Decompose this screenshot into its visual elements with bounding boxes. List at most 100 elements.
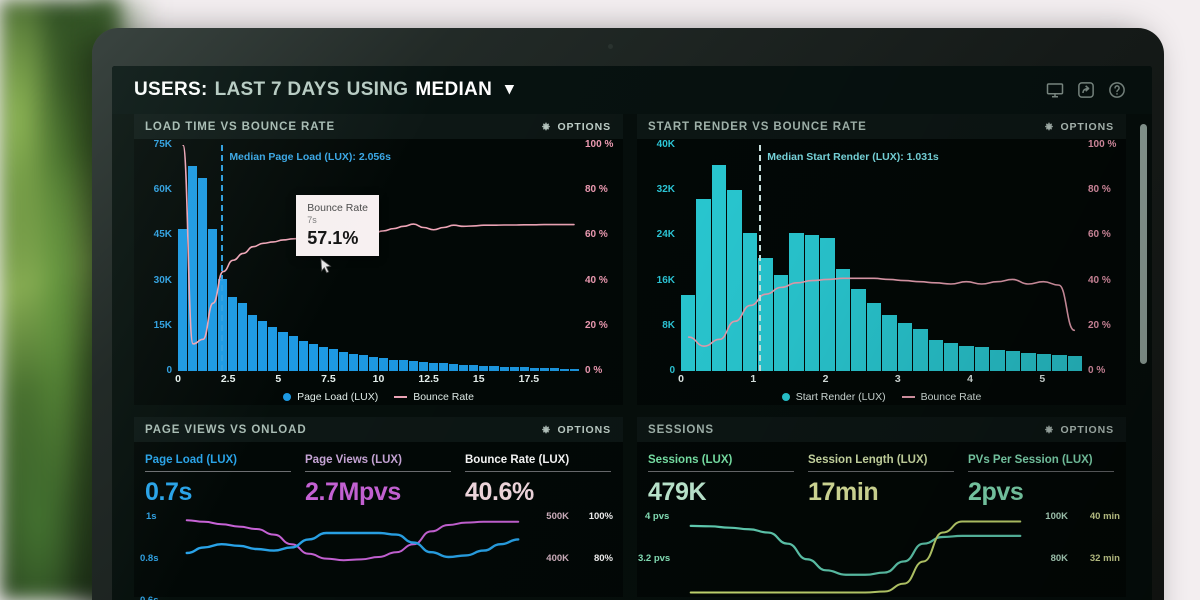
bar[interactable] [358,355,368,371]
bar[interactable] [569,368,579,371]
options-button[interactable]: OPTIONS [541,424,611,436]
metric-page-views[interactable]: Page Views (LUX) 2.7Mpvs [305,454,451,507]
bar[interactable] [338,351,348,371]
bar[interactable] [804,235,820,371]
chart-start-render[interactable]: 0 8K 16K 24K 32K 40K 0 % 20 % 40 % 60 % 80 % 100 %… [637,139,1126,405]
bar[interactable] [399,360,409,371]
bar[interactable] [549,368,559,371]
metric-divider [968,471,1114,472]
bar[interactable] [288,336,298,371]
panel-title: SESSIONS [648,423,714,436]
bar[interactable] [378,358,388,371]
bar[interactable] [308,343,318,371]
options-button[interactable]: OPTIONS [1044,424,1114,436]
bar[interactable] [348,353,358,371]
bar[interactable] [943,342,959,371]
bar[interactable] [959,345,974,371]
bar[interactable] [388,359,399,371]
bar[interactable] [509,367,519,371]
metric-pvs-per-session[interactable]: PVs Per Session (LUX) 2pvs [968,454,1114,507]
bar[interactable] [529,367,539,371]
bar[interactable] [789,232,804,371]
laptop-device: USERS: LAST 7 DAYS USING MEDIAN ▾ [92,28,1164,600]
bar[interactable] [298,340,308,371]
bar[interactable] [1021,352,1036,371]
bar[interactable] [188,166,198,371]
legend-item-page-load[interactable]: Page Load (LUX) [283,391,378,403]
bar[interactable] [835,269,851,371]
bar[interactable] [449,364,459,371]
metric-bounce-rate[interactable]: Bounce Rate (LUX) 40.6% [465,454,611,507]
bar[interactable] [238,303,248,371]
bar[interactable] [773,274,789,371]
bar[interactable] [429,362,439,371]
bar[interactable] [228,297,238,371]
bar[interactable] [928,339,943,371]
bar[interactable] [409,361,419,371]
bar[interactable] [318,346,328,371]
bar[interactable] [1005,351,1021,371]
share-icon[interactable] [1077,81,1095,99]
bar[interactable] [368,356,378,371]
bar[interactable] [866,303,882,371]
bar[interactable] [278,331,288,371]
legend-line-icon [394,396,408,398]
bar[interactable] [913,328,928,371]
chart-page-views-mini[interactable]: 1s 0.8s 0.6s 500K 400K 100% 80% [134,511,623,600]
bar[interactable] [328,349,338,371]
metric-session-length[interactable]: Session Length (LUX) 17min [808,454,954,507]
bar[interactable] [489,366,499,371]
chart-load-time[interactable]: 0 15K 30K 45K 60K 75K 0 % 20 % 40 % 60 % 80 % 100 … [134,139,623,405]
bar[interactable] [208,229,218,371]
axis-tick: 15K [153,319,172,331]
y-axis-left: 0 15K 30K 45K 60K 75K [134,139,178,405]
legend-item-start-render[interactable]: Start Render (LUX) [781,391,886,403]
bar[interactable] [758,258,773,371]
bar[interactable] [459,364,469,371]
options-label: OPTIONS [1060,423,1114,436]
bar[interactable] [1067,356,1083,371]
bar[interactable] [681,294,696,371]
bar[interactable] [479,365,489,371]
bar[interactable] [559,368,569,371]
bar[interactable] [419,362,429,371]
monitor-icon[interactable] [1046,81,1064,99]
metric-sessions[interactable]: Sessions (LUX) 479K [648,454,794,507]
bar[interactable] [727,190,742,371]
bar[interactable] [820,238,835,371]
bar[interactable] [469,365,479,371]
axis-tick: 7.5 [321,373,336,385]
panel-sessions: SESSIONS OPTIONS [637,417,1126,597]
options-button[interactable]: OPTIONS [541,121,611,133]
bar[interactable] [539,368,549,371]
bar[interactable] [851,289,866,371]
help-icon[interactable] [1108,81,1126,99]
page-title[interactable]: USERS: LAST 7 DAYS USING MEDIAN ▾ [134,79,514,101]
legend-item-bounce-rate[interactable]: Bounce Rate [901,391,981,403]
legend-item-bounce-rate[interactable]: Bounce Rate [394,391,474,403]
chart-sessions-mini[interactable]: 4 pvs 3.2 pvs 100K 80K 40 min 32 min [637,511,1126,597]
options-button[interactable]: OPTIONS [1044,121,1114,133]
bar[interactable] [499,366,509,371]
bar[interactable] [198,178,208,371]
bar[interactable] [258,321,268,371]
bar[interactable] [248,315,258,371]
bar[interactable] [519,367,529,371]
bar[interactable] [742,232,758,371]
vertical-scrollbar[interactable] [1140,124,1147,364]
bar[interactable] [439,363,449,371]
bar[interactable] [268,327,278,371]
bar[interactable] [974,347,990,371]
chevron-down-icon[interactable]: ▾ [505,79,514,98]
bar[interactable] [897,322,913,371]
bar[interactable] [990,349,1005,371]
bar[interactable] [178,229,188,371]
bar[interactable] [1052,355,1067,371]
legend-label: Page Load (LUX) [297,391,379,403]
bar[interactable] [711,164,727,371]
metric-page-load[interactable]: Page Load (LUX) 0.7s [145,454,291,507]
bar[interactable] [882,314,897,371]
bar[interactable] [1036,354,1052,371]
bar[interactable] [696,198,711,371]
axis-tick: 0 % [585,365,603,376]
